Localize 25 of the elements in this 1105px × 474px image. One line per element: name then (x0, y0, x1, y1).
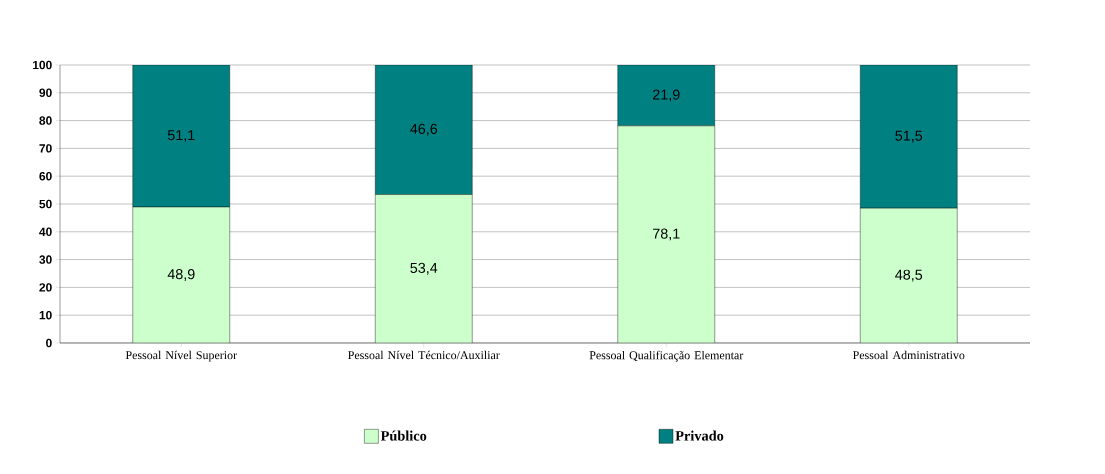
y-tick-label: 60 (39, 171, 52, 181)
data-label: 21,9 (653, 89, 680, 102)
y-tick-label: 50 (39, 199, 52, 209)
data-label: 48,9 (167, 269, 195, 281)
x-tick-label: Pessoal Qualificação Elementar (589, 350, 744, 362)
y-tick-label: 0 (46, 338, 52, 348)
x-tick-label: Pessoal Nível Técnico/Auxiliar (348, 350, 500, 360)
data-label: 78,1 (653, 228, 680, 241)
data-label: 53,4 (410, 262, 438, 275)
y-tick-label: 30 (39, 255, 52, 264)
y-tick-label: 80 (39, 116, 52, 125)
y-tick-label: 100 (33, 60, 52, 70)
legend-label: Privado (675, 430, 724, 441)
y-tick-label: 40 (39, 227, 52, 237)
data-label: 48,5 (895, 269, 923, 282)
y-tick-label: 20 (39, 283, 52, 292)
data-label: 51,1 (167, 130, 195, 142)
data-label: 51,5 (895, 130, 923, 143)
y-tick-label: 10 (39, 310, 52, 320)
legend-label: Público (380, 430, 427, 441)
y-tick-label: 70 (39, 144, 52, 153)
data-label: 46,6 (410, 123, 438, 136)
y-tick-label: 90 (39, 88, 52, 98)
x-tick-label: Pessoal Nível Superior (125, 350, 237, 362)
x-tick-label: Pessoal Administrativo (852, 350, 965, 360)
